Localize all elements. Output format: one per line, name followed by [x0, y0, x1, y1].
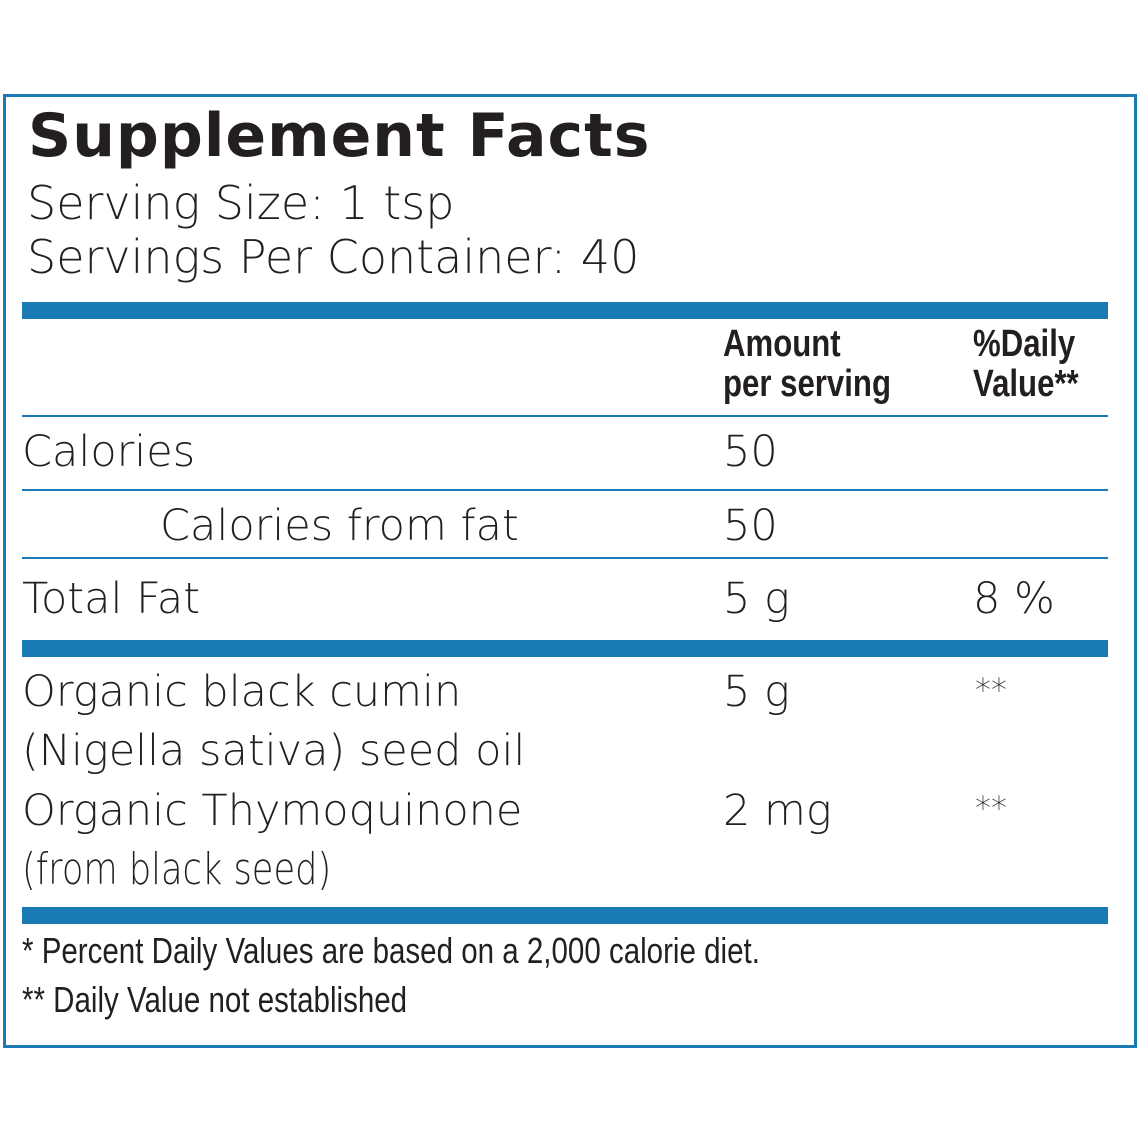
title: Supplement Facts [28, 101, 651, 171]
row-amount: 50 [723, 427, 778, 477]
row-amount: 5 g [723, 574, 790, 624]
thin-rule [22, 557, 1108, 559]
thick-rule [22, 302, 1108, 319]
row-name: Calories [22, 427, 196, 477]
footnote: ** Daily Value not established [22, 979, 408, 1020]
row-daily-value: ** [975, 789, 1007, 827]
row-name: (Nigella sativa) seed oil [22, 726, 526, 776]
label-border [3, 94, 1137, 1048]
row-name: Calories from fat [160, 501, 519, 551]
column-header: Value** [973, 363, 1079, 405]
row-amount: 50 [723, 501, 778, 551]
thick-rule [22, 907, 1108, 924]
footnote: * Percent Daily Values are based on a 2,… [22, 930, 760, 971]
row-name: Organic black cumin [22, 667, 462, 717]
thick-rule [22, 640, 1108, 657]
row-amount: 2 mg [723, 786, 832, 836]
serving-size: Serving Size: 1 tsp [27, 176, 455, 230]
thin-rule [22, 415, 1108, 417]
row-name: Organic Thymoquinone [22, 786, 523, 836]
row-name: (from black seed) [22, 844, 332, 895]
column-header: %Daily [973, 323, 1076, 365]
row-amount: 5 g [723, 667, 790, 717]
column-header: per serving [723, 363, 891, 405]
row-name: Total Fat [22, 574, 201, 624]
row-daily-value: ** [975, 671, 1007, 709]
column-header: Amount [723, 323, 841, 365]
servings-per-container: Servings Per Container: 40 [27, 230, 640, 284]
row-daily-value: 8 % [973, 574, 1055, 624]
thin-rule [22, 489, 1108, 491]
